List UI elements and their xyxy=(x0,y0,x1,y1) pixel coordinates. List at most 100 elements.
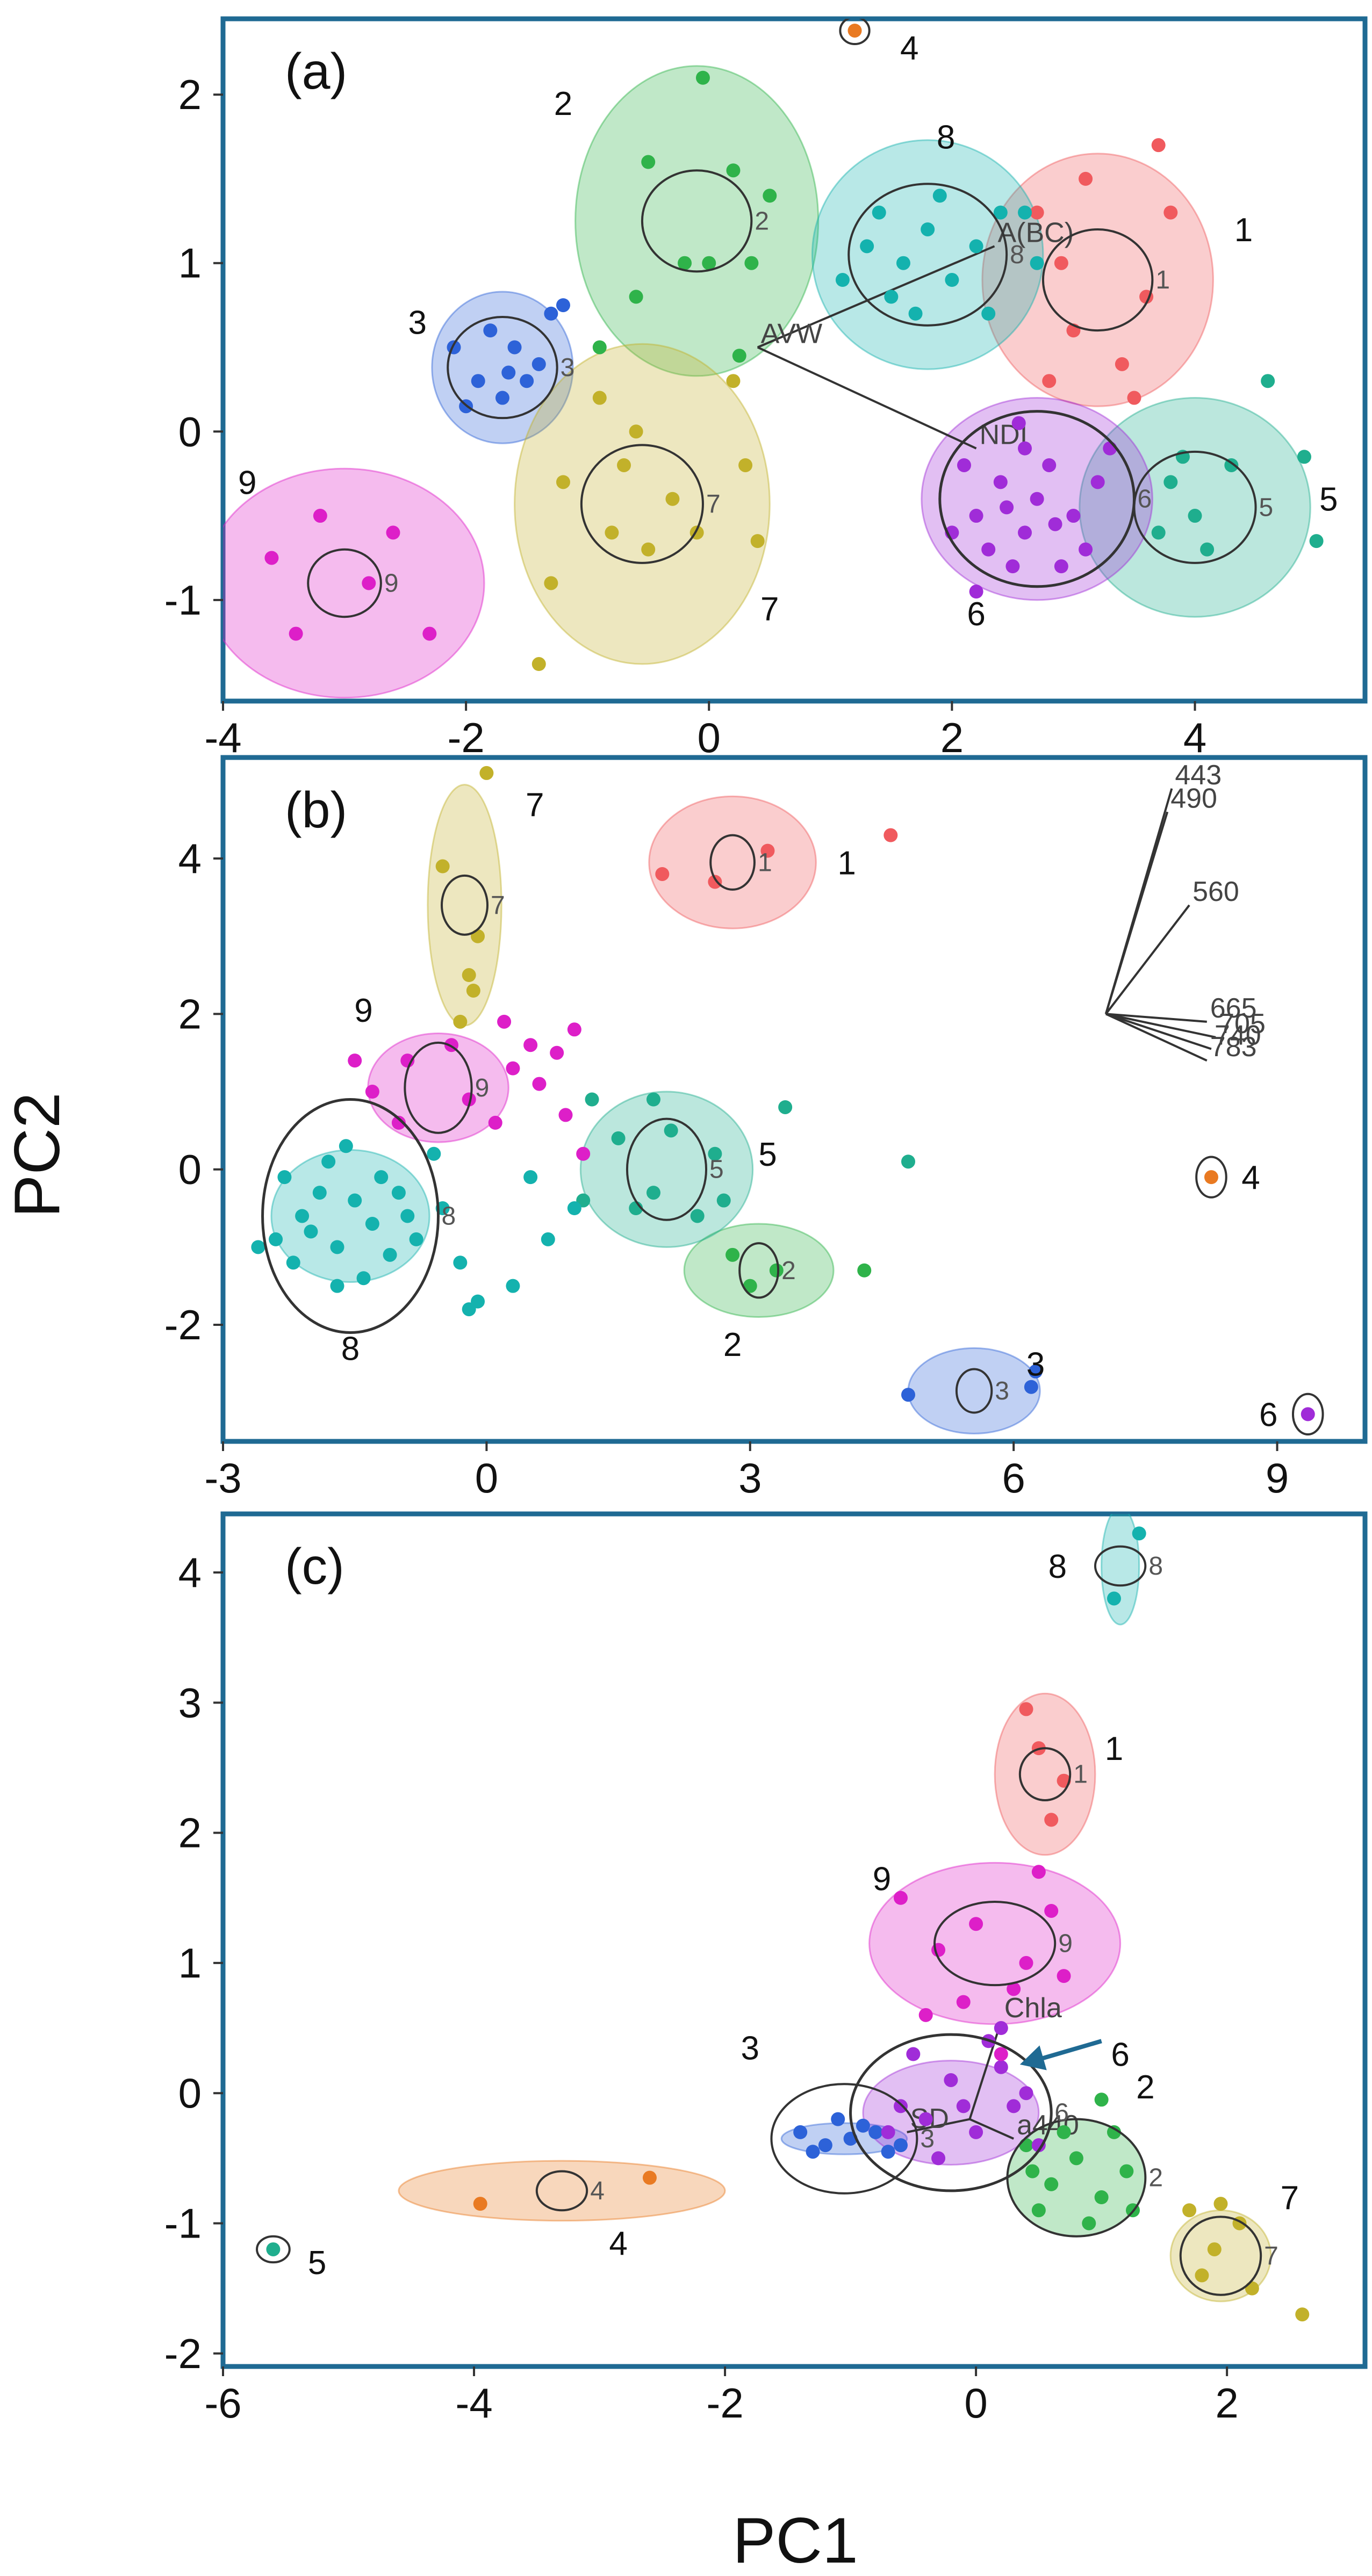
data-point-cluster-9 xyxy=(956,1995,971,2009)
y-tick-label: 1 xyxy=(178,240,202,287)
cluster-ellipse-1 xyxy=(648,795,817,929)
data-point-cluster-7 xyxy=(466,983,480,998)
data-point-cluster-8 xyxy=(348,1193,362,1208)
data-point-cluster-8 xyxy=(872,205,886,220)
data-point-cluster-5 xyxy=(690,1209,705,1223)
data-point-cluster-9 xyxy=(348,1054,362,1068)
data-point-cluster-2 xyxy=(592,340,607,355)
data-point-cluster-3 xyxy=(831,2112,845,2126)
data-point-cluster-9 xyxy=(576,1146,591,1161)
centroid-ring-7 xyxy=(580,444,704,564)
data-point-cluster-9 xyxy=(558,1108,573,1122)
data-point-cluster-5 xyxy=(1200,542,1215,557)
centroid-ring-4 xyxy=(839,19,871,46)
data-point-cluster-6 xyxy=(1030,492,1044,506)
data-point-cluster-1 xyxy=(1115,357,1129,371)
data-point-cluster-5 xyxy=(716,1193,731,1208)
data-point-cluster-8 xyxy=(383,1247,397,1262)
x-tick-label: -6 xyxy=(204,2379,241,2427)
centroid-label: 5 xyxy=(1259,493,1274,522)
data-point-cluster-8 xyxy=(523,1170,538,1185)
data-point-cluster-3 xyxy=(531,357,546,371)
centroid-label: 2 xyxy=(1148,2164,1163,2192)
data-point-cluster-6 xyxy=(1018,441,1032,456)
data-point-cluster-2 xyxy=(1031,2203,1046,2218)
data-point-cluster-8 xyxy=(374,1170,389,1185)
data-point-cluster-9 xyxy=(289,626,303,641)
group-label: 5 xyxy=(1319,481,1338,518)
data-point-cluster-9 xyxy=(462,1092,476,1107)
centroid-ring-6 xyxy=(849,2033,1053,2192)
data-point-cluster-3 xyxy=(507,340,522,355)
data-point-cluster-9 xyxy=(1057,1969,1071,1983)
data-point-cluster-3 xyxy=(483,323,498,338)
group-label: 8 xyxy=(937,119,955,156)
panel-b: -3 0 3 6 9420-244349056066570574078312357981… xyxy=(164,755,1368,1502)
data-point-cluster-3 xyxy=(471,374,485,388)
data-point-cluster-2 xyxy=(1025,2164,1040,2178)
data-point-cluster-6 xyxy=(956,2099,971,2113)
y-tick-label: 0 xyxy=(178,1146,202,1193)
group-label: 1 xyxy=(1234,212,1253,249)
x-tick-label: 2 xyxy=(1215,2379,1238,2427)
plot-area: ChlaSDa44012346789 xyxy=(256,1514,1310,2322)
centroid-ring-1 xyxy=(1018,1747,1072,1802)
data-point-cluster-7 xyxy=(556,475,570,489)
data-point-cluster-6 xyxy=(1007,2099,1021,2113)
loading-vector xyxy=(1105,1013,1207,1023)
data-point-cluster-8 xyxy=(835,273,850,287)
data-point-cluster-2 xyxy=(1107,2125,1121,2139)
data-point-cluster-8 xyxy=(277,1170,292,1185)
loading-vector-label: AVW xyxy=(761,318,823,349)
cluster-ellipse-5 xyxy=(579,1091,754,1248)
cluster-ellipse-8 xyxy=(811,139,1044,370)
x-tick-label: 4 xyxy=(1183,714,1206,761)
data-point-cluster-8 xyxy=(541,1232,555,1246)
group-label: 9 xyxy=(238,464,256,501)
centroid-label: 1 xyxy=(1155,266,1170,294)
data-point-cluster-6 xyxy=(1054,559,1068,574)
cluster-ellipse-1 xyxy=(994,1692,1096,1856)
x-tick-label: 3 xyxy=(738,1454,762,1502)
centroid-label: 8 xyxy=(441,1202,456,1230)
group-label: 6 xyxy=(967,596,985,633)
centroid-ring-3 xyxy=(770,2083,918,2195)
cluster-ellipse-2 xyxy=(683,1223,835,1318)
data-point-cluster-6 xyxy=(1019,2086,1033,2101)
x-tick-label: -2 xyxy=(447,714,484,761)
data-point-cluster-3 xyxy=(1024,1380,1038,1394)
group-label: 3 xyxy=(741,2030,759,2067)
data-point-cluster-8 xyxy=(884,290,899,304)
data-point-cluster-6 xyxy=(1018,525,1032,540)
data-point-cluster-8 xyxy=(321,1154,336,1169)
data-point-cluster-9 xyxy=(1044,1903,1059,1918)
data-point-cluster-5 xyxy=(1163,475,1178,489)
data-point-cluster-8 xyxy=(969,239,983,254)
group-label: 6 xyxy=(1259,1396,1277,1433)
cluster-ellipse-9 xyxy=(868,1861,1122,2025)
group-label: 2 xyxy=(554,85,572,122)
data-point-cluster-8 xyxy=(304,1224,318,1239)
data-point-cluster-9 xyxy=(567,1022,581,1037)
data-point-cluster-8 xyxy=(921,222,935,236)
plot-frame xyxy=(220,755,1368,1444)
data-point-cluster-9 xyxy=(365,1085,379,1099)
data-point-cluster-7 xyxy=(1182,2203,1197,2218)
data-point-cluster-9 xyxy=(422,626,437,641)
data-point-cluster-8 xyxy=(860,239,874,254)
data-point-cluster-5 xyxy=(664,1123,678,1138)
x-tick-label: 0 xyxy=(475,1454,498,1502)
y-tick-label: -1 xyxy=(164,2199,202,2247)
data-point-cluster-6 xyxy=(1066,509,1081,523)
data-point-cluster-9 xyxy=(1019,1956,1033,1970)
data-point-cluster-1 xyxy=(655,867,670,881)
centroid-label: 2 xyxy=(781,1257,796,1285)
centroid-label: 7 xyxy=(491,891,505,920)
data-point-cluster-7 xyxy=(531,657,546,672)
data-point-cluster-5 xyxy=(1261,374,1275,388)
data-point-cluster-1 xyxy=(708,875,722,889)
data-point-cluster-9 xyxy=(1007,1982,1021,1996)
data-point-cluster-8 xyxy=(269,1232,283,1246)
data-point-cluster-7 xyxy=(726,374,741,388)
data-point-cluster-9 xyxy=(497,1014,512,1029)
